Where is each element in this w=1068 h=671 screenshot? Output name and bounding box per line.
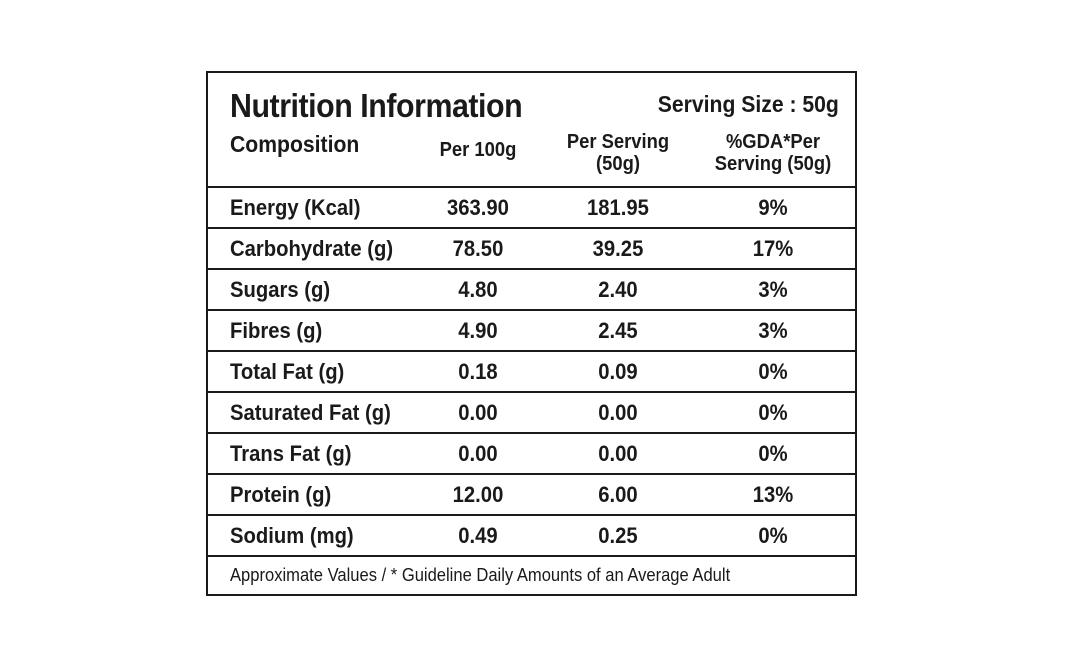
nutrient-name: Trans Fat (g) (230, 441, 352, 466)
value-per-serving: 2.45 (598, 318, 638, 343)
label-title: Nutrition Information (230, 87, 523, 124)
nutrient-name: Saturated Fat (g) (230, 400, 391, 425)
column-header-gda: %GDA*Per Serving (50g) (704, 131, 842, 175)
value-per-serving: 0.00 (598, 400, 638, 425)
nutrient-name: Fibres (g) (230, 318, 323, 343)
value-per-100g: 0.00 (458, 400, 498, 425)
value-gda: 17% (752, 236, 794, 261)
table-row: Energy (Kcal) 363.90 181.95 9% (208, 188, 855, 229)
serving-size: Serving Size : 50g (657, 91, 839, 117)
value-gda: 0% (758, 441, 788, 466)
column-header-per-serving-line2: (50g) (596, 153, 640, 175)
value-per-serving: 0.00 (598, 441, 638, 466)
table-row: Protein (g) 12.00 6.00 13% (208, 475, 855, 516)
column-header-per-serving: Per Serving (50g) (554, 131, 683, 175)
value-per-100g: 78.50 (452, 236, 504, 261)
label-header: Nutrition Information Serving Size : 50g… (208, 73, 855, 187)
column-header-composition: Composition (230, 131, 360, 157)
table-row: Sugars (g) 4.80 2.40 3% (208, 270, 855, 311)
value-gda: 13% (752, 482, 794, 507)
nutrition-label: Nutrition Information Serving Size : 50g… (206, 71, 857, 596)
value-per-serving: 6.00 (598, 482, 638, 507)
value-per-100g: 4.80 (458, 277, 498, 302)
table-row: Sodium (mg) 0.49 0.25 0% (208, 516, 855, 557)
nutrient-name: Protein (g) (230, 482, 332, 507)
value-per-serving: 181.95 (587, 195, 649, 220)
value-per-serving: 2.40 (598, 277, 638, 302)
column-header-gda-line1: %GDA*Per (725, 131, 821, 153)
nutrient-name: Total Fat (g) (230, 359, 345, 384)
value-gda: 3% (758, 318, 788, 343)
value-per-100g: 0.00 (458, 441, 498, 466)
footnote: Approximate Values / * Guideline Daily A… (230, 565, 731, 585)
value-gda: 0% (758, 400, 788, 425)
table-row: Total Fat (g) 0.18 0.09 0% (208, 352, 855, 393)
nutrient-name: Carbohydrate (g) (230, 236, 394, 261)
value-per-100g: 4.90 (458, 318, 498, 343)
nutrient-name: Sodium (mg) (230, 523, 354, 548)
value-gda: 9% (758, 195, 788, 220)
nutrient-name: Sugars (g) (230, 277, 331, 302)
value-per-100g: 0.18 (458, 359, 498, 384)
value-per-serving: 0.09 (598, 359, 638, 384)
nutrient-name: Energy (Kcal) (230, 195, 361, 220)
value-gda: 3% (758, 277, 788, 302)
value-per-serving: 39.25 (592, 236, 644, 261)
column-header-per-100g: Per 100g (439, 139, 517, 161)
value-per-100g: 0.49 (458, 523, 498, 548)
table-row: Fibres (g) 4.90 2.45 3% (208, 311, 855, 352)
value-gda: 0% (758, 523, 788, 548)
nutrition-table: Energy (Kcal) 363.90 181.95 9% Carbohydr… (208, 186, 855, 557)
value-gda: 0% (758, 359, 788, 384)
value-per-serving: 0.25 (598, 523, 638, 548)
table-row: Saturated Fat (g) 0.00 0.00 0% (208, 393, 855, 434)
value-per-100g: 12.00 (452, 482, 504, 507)
column-header-per-serving-line1: Per Serving (566, 131, 670, 153)
table-row: Carbohydrate (g) 78.50 39.25 17% (208, 229, 855, 270)
value-per-100g: 363.90 (447, 195, 509, 220)
column-header-gda-line2: Serving (50g) (714, 153, 832, 175)
table-row: Trans Fat (g) 0.00 0.00 0% (208, 434, 855, 475)
